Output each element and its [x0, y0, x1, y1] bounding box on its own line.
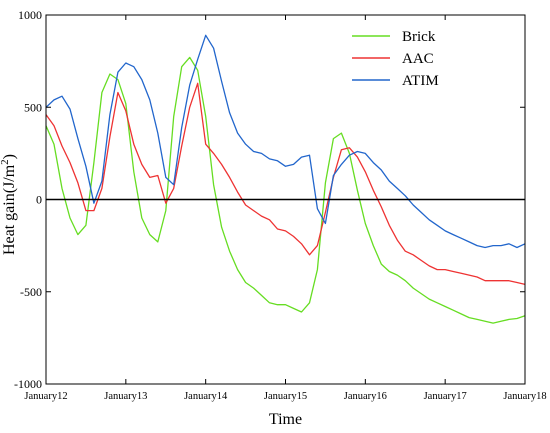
- legend-label-brick: Brick: [402, 29, 436, 45]
- x-tick-label: January16: [344, 391, 387, 402]
- y-tick-label: 500: [24, 100, 42, 114]
- legend: Brick AAC ATIM: [352, 29, 439, 89]
- y-tick-label: -1000: [14, 377, 42, 391]
- axis-ticks: -1000 -500 0 500 1000 January12 January13 Janua…: [14, 8, 547, 402]
- x-tick-label: January17: [424, 391, 467, 402]
- y-tick-label: 0: [36, 193, 42, 207]
- legend-label-atim: ATIM: [402, 73, 439, 89]
- legend-label-aac: AAC: [402, 51, 434, 67]
- y-tick-label: -500: [20, 285, 42, 299]
- x-tick-label: January18: [503, 391, 546, 402]
- x-tick-label: January13: [104, 391, 147, 402]
- y-axis-title: Heat gain(J/m2): [0, 154, 18, 255]
- x-tick-label: January12: [24, 391, 67, 402]
- series-line-brick: [45, 56, 526, 324]
- y-tick-label: 1000: [18, 8, 42, 22]
- series-line-atim: [45, 34, 526, 249]
- x-tick-label: January15: [264, 391, 307, 402]
- series-lines: [45, 34, 526, 324]
- x-axis-title: Time: [269, 411, 302, 428]
- x-tick-label: January14: [184, 391, 228, 402]
- series-line-aac: [45, 82, 526, 286]
